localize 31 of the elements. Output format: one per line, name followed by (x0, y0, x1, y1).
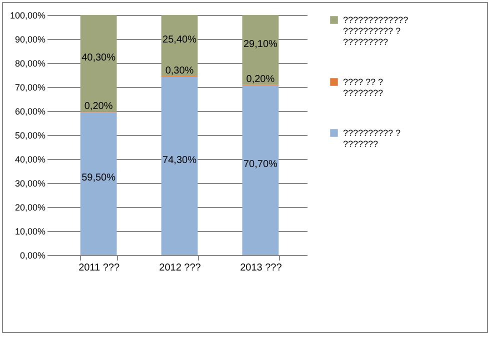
data-label: 0,30% (165, 65, 194, 76)
data-label: 25,40% (162, 34, 197, 46)
y-tick-label: 50,00% (14, 130, 46, 140)
legend-label: ???? ?? ? ???????? (343, 77, 384, 98)
data-label: 40,30% (82, 52, 116, 64)
x-tick-label: 2012 ??? (159, 262, 202, 274)
data-label: 74,30% (162, 154, 197, 166)
bar (80, 112, 117, 255)
bar (242, 15, 279, 85)
y-tick-label: 90,00% (14, 34, 46, 44)
data-label: 70,70% (243, 159, 278, 170)
data-label: 0,20% (246, 74, 275, 86)
bar (242, 85, 279, 255)
legend-label: ?????????? ? ??????? (343, 128, 401, 149)
bar (161, 76, 198, 255)
y-tick-label: 30,00% (14, 178, 46, 188)
x-tick-label: 2011 ??? (78, 262, 120, 274)
y-tick-label: 10,00% (14, 226, 46, 236)
y-tick-label: 80,00% (14, 58, 46, 68)
y-tick-label: 0,00% (20, 250, 46, 260)
data-label: 0,20% (84, 100, 113, 112)
x-tick-label: 2013 ??? (240, 262, 282, 274)
y-tick-label: 70,00% (14, 82, 46, 92)
data-label: 29,10% (243, 38, 278, 50)
y-tick-label: 100,00% (10, 10, 46, 20)
data-label: 59,50% (82, 172, 116, 184)
y-tick-label: 20,00% (14, 202, 46, 212)
legend-label: ????????????? ?????????? ? ????????? (343, 15, 408, 47)
y-tick-label: 40,00% (14, 154, 46, 164)
y-tick-label: 60,00% (14, 106, 46, 116)
bar (80, 15, 117, 112)
